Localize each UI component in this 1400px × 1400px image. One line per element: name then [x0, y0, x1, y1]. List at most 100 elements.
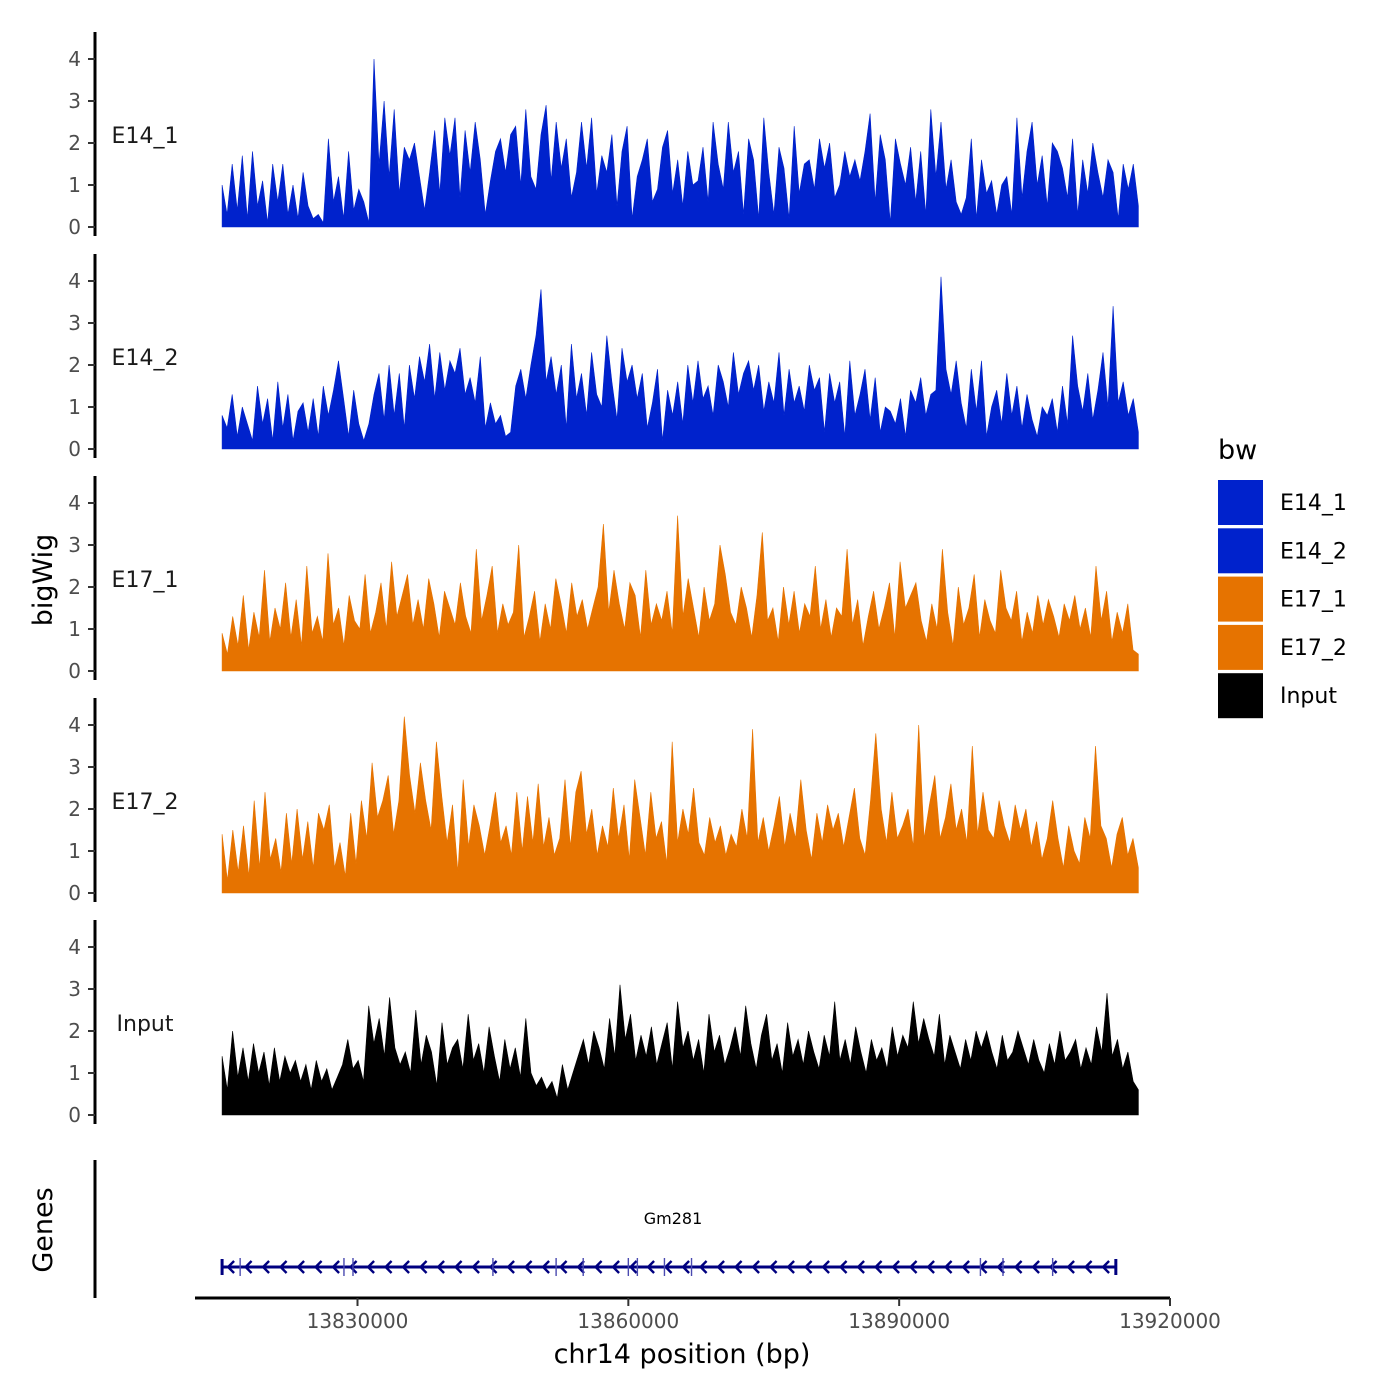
- legend-entry: Input: [1218, 673, 1337, 719]
- y-tick-label: 0: [68, 215, 81, 239]
- legend-label: E17_2: [1280, 636, 1347, 661]
- strand-arrow: [348, 1260, 358, 1274]
- strand-arrow: [558, 1260, 568, 1274]
- strand-arrow: [313, 1260, 323, 1274]
- y-tick-label: 2: [68, 353, 81, 377]
- legend-label: Input: [1280, 684, 1337, 709]
- strand-arrow: [821, 1260, 830, 1274]
- track-label: E14_1: [112, 124, 179, 149]
- strand-arrow: [943, 1260, 953, 1274]
- y-tick-label: 3: [68, 533, 81, 557]
- legend-swatch: [1218, 528, 1263, 574]
- strand-arrow: [1031, 1260, 1040, 1274]
- strand-arrow: [523, 1260, 533, 1274]
- y-tick-label: 3: [68, 977, 81, 1001]
- y-tick-label: 2: [68, 1019, 81, 1043]
- track-label: E17_1: [112, 568, 179, 593]
- y-tick-label: 2: [68, 131, 81, 155]
- strand-arrow: [856, 1260, 865, 1274]
- y-tick-label: 3: [68, 311, 81, 335]
- strand-arrow: [838, 1260, 848, 1274]
- strand-arrow: [296, 1260, 305, 1274]
- strand-arrow: [471, 1260, 480, 1274]
- y-tick-label: 4: [68, 713, 81, 737]
- strand-arrow: [506, 1260, 515, 1274]
- strand-arrow: [1048, 1260, 1058, 1274]
- y-tick-label: 1: [68, 839, 81, 863]
- strand-arrow: [278, 1260, 288, 1274]
- coverage-area-e17-2: [221, 716, 1139, 894]
- strand-arrow: [1013, 1260, 1023, 1274]
- track-panel-e14-1: 0 1 2 3 4 E14_1: [68, 32, 1139, 239]
- strand-arrow: [453, 1260, 463, 1274]
- gene-track: [220, 1258, 1118, 1276]
- strand-arrow: [751, 1260, 760, 1274]
- y-tick-label: 0: [68, 881, 81, 905]
- y-tick-label: 1: [68, 395, 81, 419]
- strand-arrow: [436, 1260, 445, 1274]
- strand-arrow: [873, 1260, 883, 1274]
- legend-entry: E17_1: [1218, 576, 1347, 622]
- strand-arrow: [803, 1260, 813, 1274]
- strand-arrow: [698, 1260, 708, 1274]
- strand-arrow: [243, 1260, 253, 1274]
- x-tick-label: 13830000: [307, 1309, 409, 1333]
- legend-label: E17_1: [1280, 588, 1347, 613]
- strand-arrow: [593, 1260, 603, 1274]
- y-tick-label: 0: [68, 1103, 81, 1127]
- strand-arrow: [996, 1260, 1005, 1274]
- coverage-area-e17-1: [221, 515, 1139, 672]
- strand-arrow: [331, 1260, 340, 1274]
- y-tick-label: 1: [68, 173, 81, 197]
- y-tick-label: 4: [68, 269, 81, 293]
- strand-arrow: [1066, 1260, 1075, 1274]
- gene-name-label: Gm281: [644, 1209, 703, 1228]
- y-tick-label: 1: [68, 1061, 81, 1085]
- strand-arrow: [961, 1260, 970, 1274]
- strand-arrow: [1083, 1260, 1093, 1274]
- y-tick-label: 0: [68, 659, 81, 683]
- strand-arrow: [1101, 1260, 1110, 1274]
- strand-arrow: [891, 1260, 900, 1274]
- strand-arrow: [418, 1260, 428, 1274]
- strand-arrow: [541, 1260, 550, 1274]
- strand-arrow: [366, 1260, 375, 1274]
- strand-arrow: [261, 1260, 270, 1274]
- x-tick-label: 13860000: [577, 1309, 679, 1333]
- strand-arrow: [646, 1260, 655, 1274]
- strand-arrow: [663, 1260, 673, 1274]
- legend-swatch: [1218, 480, 1263, 525]
- strand-arrow: [768, 1260, 778, 1274]
- coverage-area-input: [221, 984, 1139, 1116]
- track-label: Input: [117, 1012, 174, 1037]
- y-tick-label: 2: [68, 575, 81, 599]
- track-label: E17_2: [112, 790, 179, 815]
- strand-arrow: [733, 1260, 743, 1274]
- y-tick-label: 3: [68, 89, 81, 113]
- track-panel-input: 0 1 2 3 4 Input: [68, 920, 1139, 1127]
- strand-arrow: [628, 1260, 638, 1274]
- strand-arrow: [383, 1260, 393, 1274]
- legend-swatch: [1218, 576, 1263, 622]
- coverage-area-e14-2: [221, 276, 1139, 450]
- legend-entry: E14_2: [1218, 528, 1347, 574]
- legend-swatch: [1218, 624, 1263, 670]
- track-panel-e14-2: 0 1 2 3 4 E14_2: [68, 254, 1139, 461]
- legend-entry: E17_2: [1218, 624, 1347, 670]
- strand-arrow: [716, 1260, 725, 1274]
- track-panel-e17-2: 0 1 2 3 4 E17_2: [68, 698, 1139, 905]
- legend-title: bw: [1218, 435, 1257, 466]
- legend-swatch: [1218, 673, 1263, 719]
- genes-panel: Gm281: [93, 1160, 1118, 1298]
- coverage-area-e14-1: [221, 58, 1139, 228]
- y-tick-label: 4: [68, 47, 81, 71]
- legend-entry: E14_1: [1218, 480, 1347, 525]
- legend: E14_1 E14_2 E17_1 E17_2 Input: [1218, 480, 1347, 719]
- y-tick-label: 4: [68, 935, 81, 959]
- strand-arrow: [611, 1260, 620, 1274]
- legend-label: E14_1: [1280, 491, 1347, 516]
- strand-arrow: [786, 1260, 795, 1274]
- y-axis-title: bigWig: [28, 534, 59, 627]
- genes-axis-title: Genes: [28, 1187, 59, 1272]
